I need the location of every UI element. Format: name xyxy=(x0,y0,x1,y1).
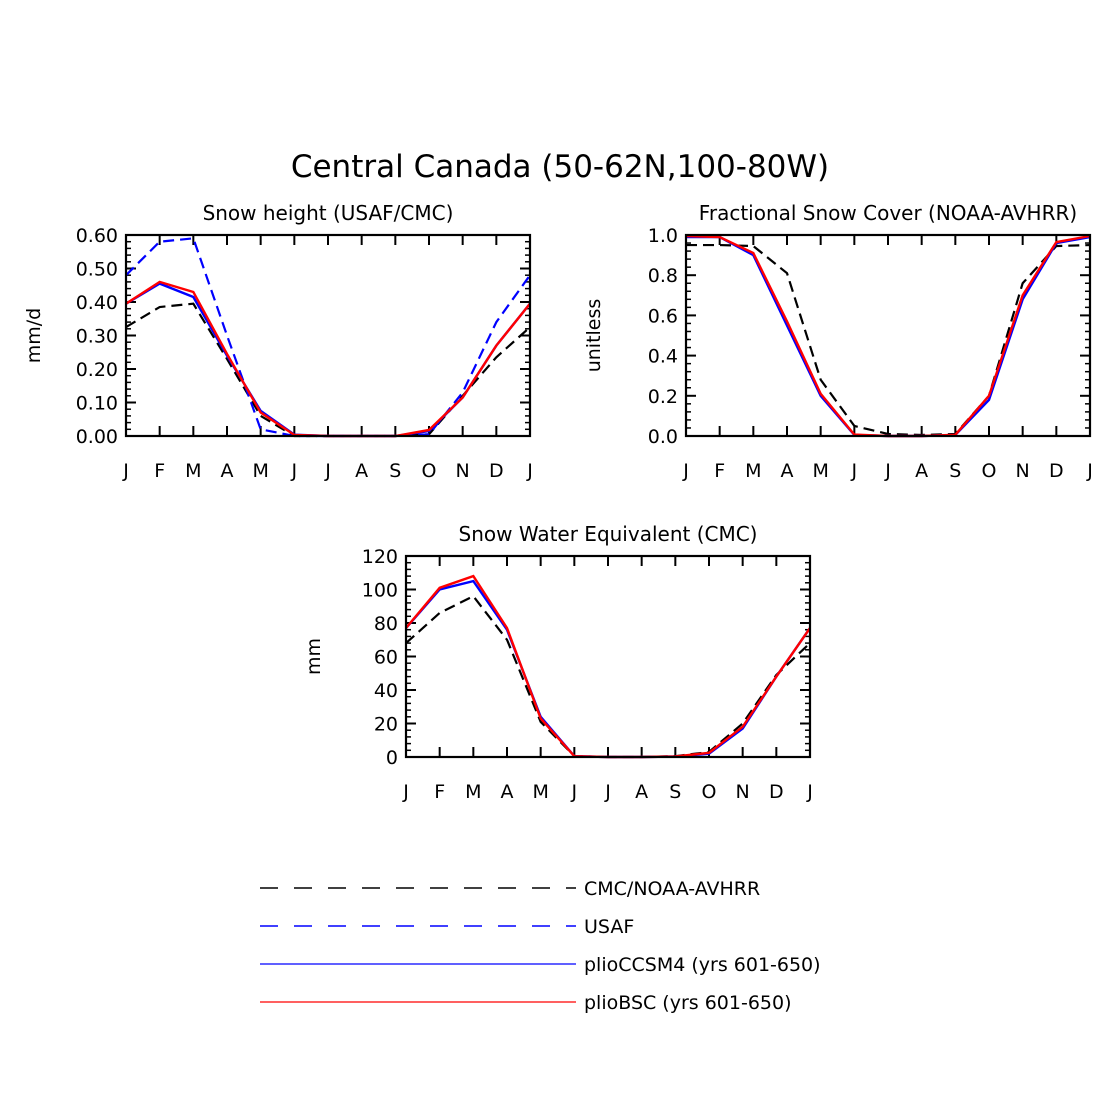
x-tick-label: A xyxy=(501,781,514,803)
x-tick-label: M xyxy=(465,781,481,803)
series-line-cmc-noaa-avhrr xyxy=(686,243,1091,437)
y-tick-label: 0.2 xyxy=(648,386,678,408)
x-tick-label: F xyxy=(154,460,165,482)
x-tick-label: J xyxy=(806,781,813,803)
chart-title: Fractional Snow Cover (NOAA-AVHRR) xyxy=(699,201,1077,225)
series-line-plioccsm4-yrs-601-650- xyxy=(405,579,811,759)
x-tick-label: J xyxy=(682,460,689,482)
y-tick-label: 20 xyxy=(374,714,398,736)
x-tick-label: S xyxy=(669,781,681,803)
series-line-pliobsc-yrs-601-650- xyxy=(125,280,531,438)
series-line-plioccsm4-yrs-601-650- xyxy=(125,282,531,438)
x-tick-label: F xyxy=(714,460,725,482)
y-tick-label: 120 xyxy=(362,546,398,568)
y-tick-label: 0.8 xyxy=(648,265,678,287)
y-tick-label: 100 xyxy=(362,580,398,602)
y-axis-label: mm xyxy=(303,638,325,675)
legend-label: USAF xyxy=(584,916,634,938)
x-tick-label: M xyxy=(745,460,761,482)
y-tick-label: 0.6 xyxy=(648,305,678,327)
y-axis-label: mm/d xyxy=(23,308,45,363)
y-tick-label: 0.60 xyxy=(76,225,118,247)
series-line-pliobsc-yrs-601-650- xyxy=(405,574,811,759)
x-tick-label: S xyxy=(949,460,961,482)
series-line-plioccsm4-yrs-601-650- xyxy=(686,235,1091,438)
x-tick-label: J xyxy=(324,460,331,482)
x-tick-label: S xyxy=(389,460,401,482)
x-tick-label: A xyxy=(635,781,648,803)
chart-panel-3: Snow Water Equivalent (CMC) mm 0 20 40 60 80 10… xyxy=(303,522,813,803)
legend-label: plioBSC (yrs 601-650) xyxy=(584,992,792,1014)
series-line-usaf xyxy=(125,237,531,438)
y-axis-label: unitless xyxy=(583,299,605,373)
y-tick-label: 0.40 xyxy=(76,292,118,314)
x-tick-label: D xyxy=(489,460,504,482)
x-tick-label: O xyxy=(702,781,717,803)
x-tick-label: M xyxy=(532,781,548,803)
x-tick-label: F xyxy=(434,781,445,803)
x-tick-label: J xyxy=(122,460,129,482)
x-tick-label: A xyxy=(355,460,368,482)
x-tick-label: D xyxy=(769,781,784,803)
y-tick-label: 1.0 xyxy=(648,225,678,247)
x-tick-label: J xyxy=(1086,460,1093,482)
x-tick-label: M xyxy=(252,460,268,482)
y-tick-label: 0.00 xyxy=(76,426,118,448)
y-tick-label: 0.30 xyxy=(76,326,118,348)
x-tick-label: J xyxy=(884,460,891,482)
y-tick-label: 40 xyxy=(374,680,398,702)
plot-frame xyxy=(684,233,1092,438)
legend-label: plioCCSM4 (yrs 601-650) xyxy=(584,954,821,976)
legend: CMC/NOAA-AVHRR USAF plioCCSM4 (yrs 601-650… xyxy=(260,878,821,1014)
plot-frame xyxy=(124,233,532,438)
x-tick-label: A xyxy=(781,460,794,482)
x-tick-label: N xyxy=(456,460,470,482)
x-tick-label: J xyxy=(851,460,858,482)
figure-title: Central Canada (50-62N,100-80W) xyxy=(291,149,829,185)
chart-title: Snow height (USAF/CMC) xyxy=(203,201,454,225)
series-line-cmc-noaa-avhrr xyxy=(125,302,531,438)
y-tick-label: 0.0 xyxy=(648,426,678,448)
x-tick-label: J xyxy=(291,460,298,482)
x-tick-label: N xyxy=(736,781,750,803)
y-tick-label: 60 xyxy=(374,647,398,669)
x-tick-label: J xyxy=(604,781,611,803)
x-tick-label: M xyxy=(185,460,201,482)
y-tick-label: 0.10 xyxy=(76,393,118,415)
y-tick-label: 0 xyxy=(386,747,398,769)
chart-panel-1: Snow height (USAF/CMC) mm/d 0.00 0.10 0.20 0.… xyxy=(23,201,533,482)
x-tick-label: A xyxy=(915,460,928,482)
x-tick-label: J xyxy=(402,781,409,803)
x-tick-label: O xyxy=(982,460,997,482)
y-tick-label: 0.50 xyxy=(76,259,118,281)
legend-label: CMC/NOAA-AVHRR xyxy=(584,878,760,900)
x-tick-label: M xyxy=(812,460,828,482)
x-tick-label: A xyxy=(221,460,234,482)
y-tick-label: 80 xyxy=(374,613,398,635)
x-tick-label: J xyxy=(526,460,533,482)
x-tick-label: N xyxy=(1016,460,1030,482)
y-tick-label: 0.20 xyxy=(76,359,118,381)
chart-title: Snow Water Equivalent (CMC) xyxy=(459,522,758,546)
series-line-pliobsc-yrs-601-650- xyxy=(685,234,1091,438)
x-tick-label: D xyxy=(1049,460,1064,482)
plot-frame xyxy=(404,554,812,759)
series-line-cmc-noaa-avhrr xyxy=(405,594,811,759)
y-tick-label: 0.4 xyxy=(648,346,678,368)
x-tick-label: O xyxy=(422,460,437,482)
x-tick-label: J xyxy=(571,781,578,803)
chart-panel-2: Fractional Snow Cover (NOAA-AVHRR) unitle… xyxy=(583,201,1093,482)
